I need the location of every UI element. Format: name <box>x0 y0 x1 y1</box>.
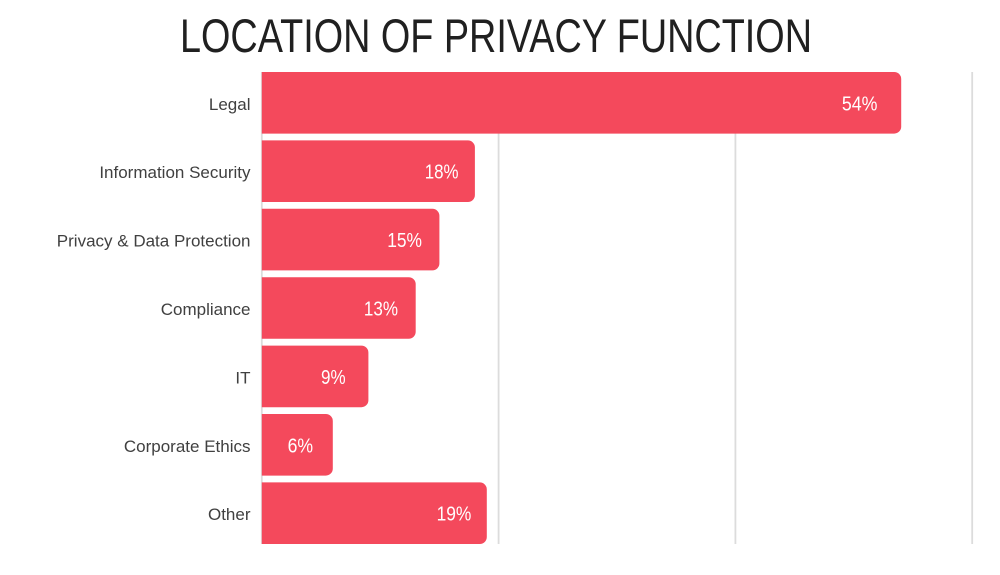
svg-text:Information Security: Information Security <box>99 163 251 182</box>
svg-text:54%: 54% <box>842 93 878 115</box>
svg-text:15%: 15% <box>387 230 422 252</box>
svg-text:Legal: Legal <box>209 95 251 114</box>
svg-text:19%: 19% <box>437 504 472 526</box>
svg-text:6%: 6% <box>288 435 314 457</box>
svg-text:9%: 9% <box>321 367 346 389</box>
svg-text:18%: 18% <box>425 162 459 184</box>
svg-text:13%: 13% <box>364 299 398 321</box>
svg-text:Privacy & Data Protection: Privacy & Data Protection <box>57 232 251 251</box>
svg-text:Compliance: Compliance <box>161 300 251 319</box>
svg-text:Corporate Ethics: Corporate Ethics <box>124 437 251 456</box>
svg-text:IT: IT <box>235 368 250 387</box>
svg-text:Other: Other <box>208 505 251 524</box>
svg-text:LOCATION OF PRIVACY FUNCTION: LOCATION OF PRIVACY FUNCTION <box>180 9 812 62</box>
